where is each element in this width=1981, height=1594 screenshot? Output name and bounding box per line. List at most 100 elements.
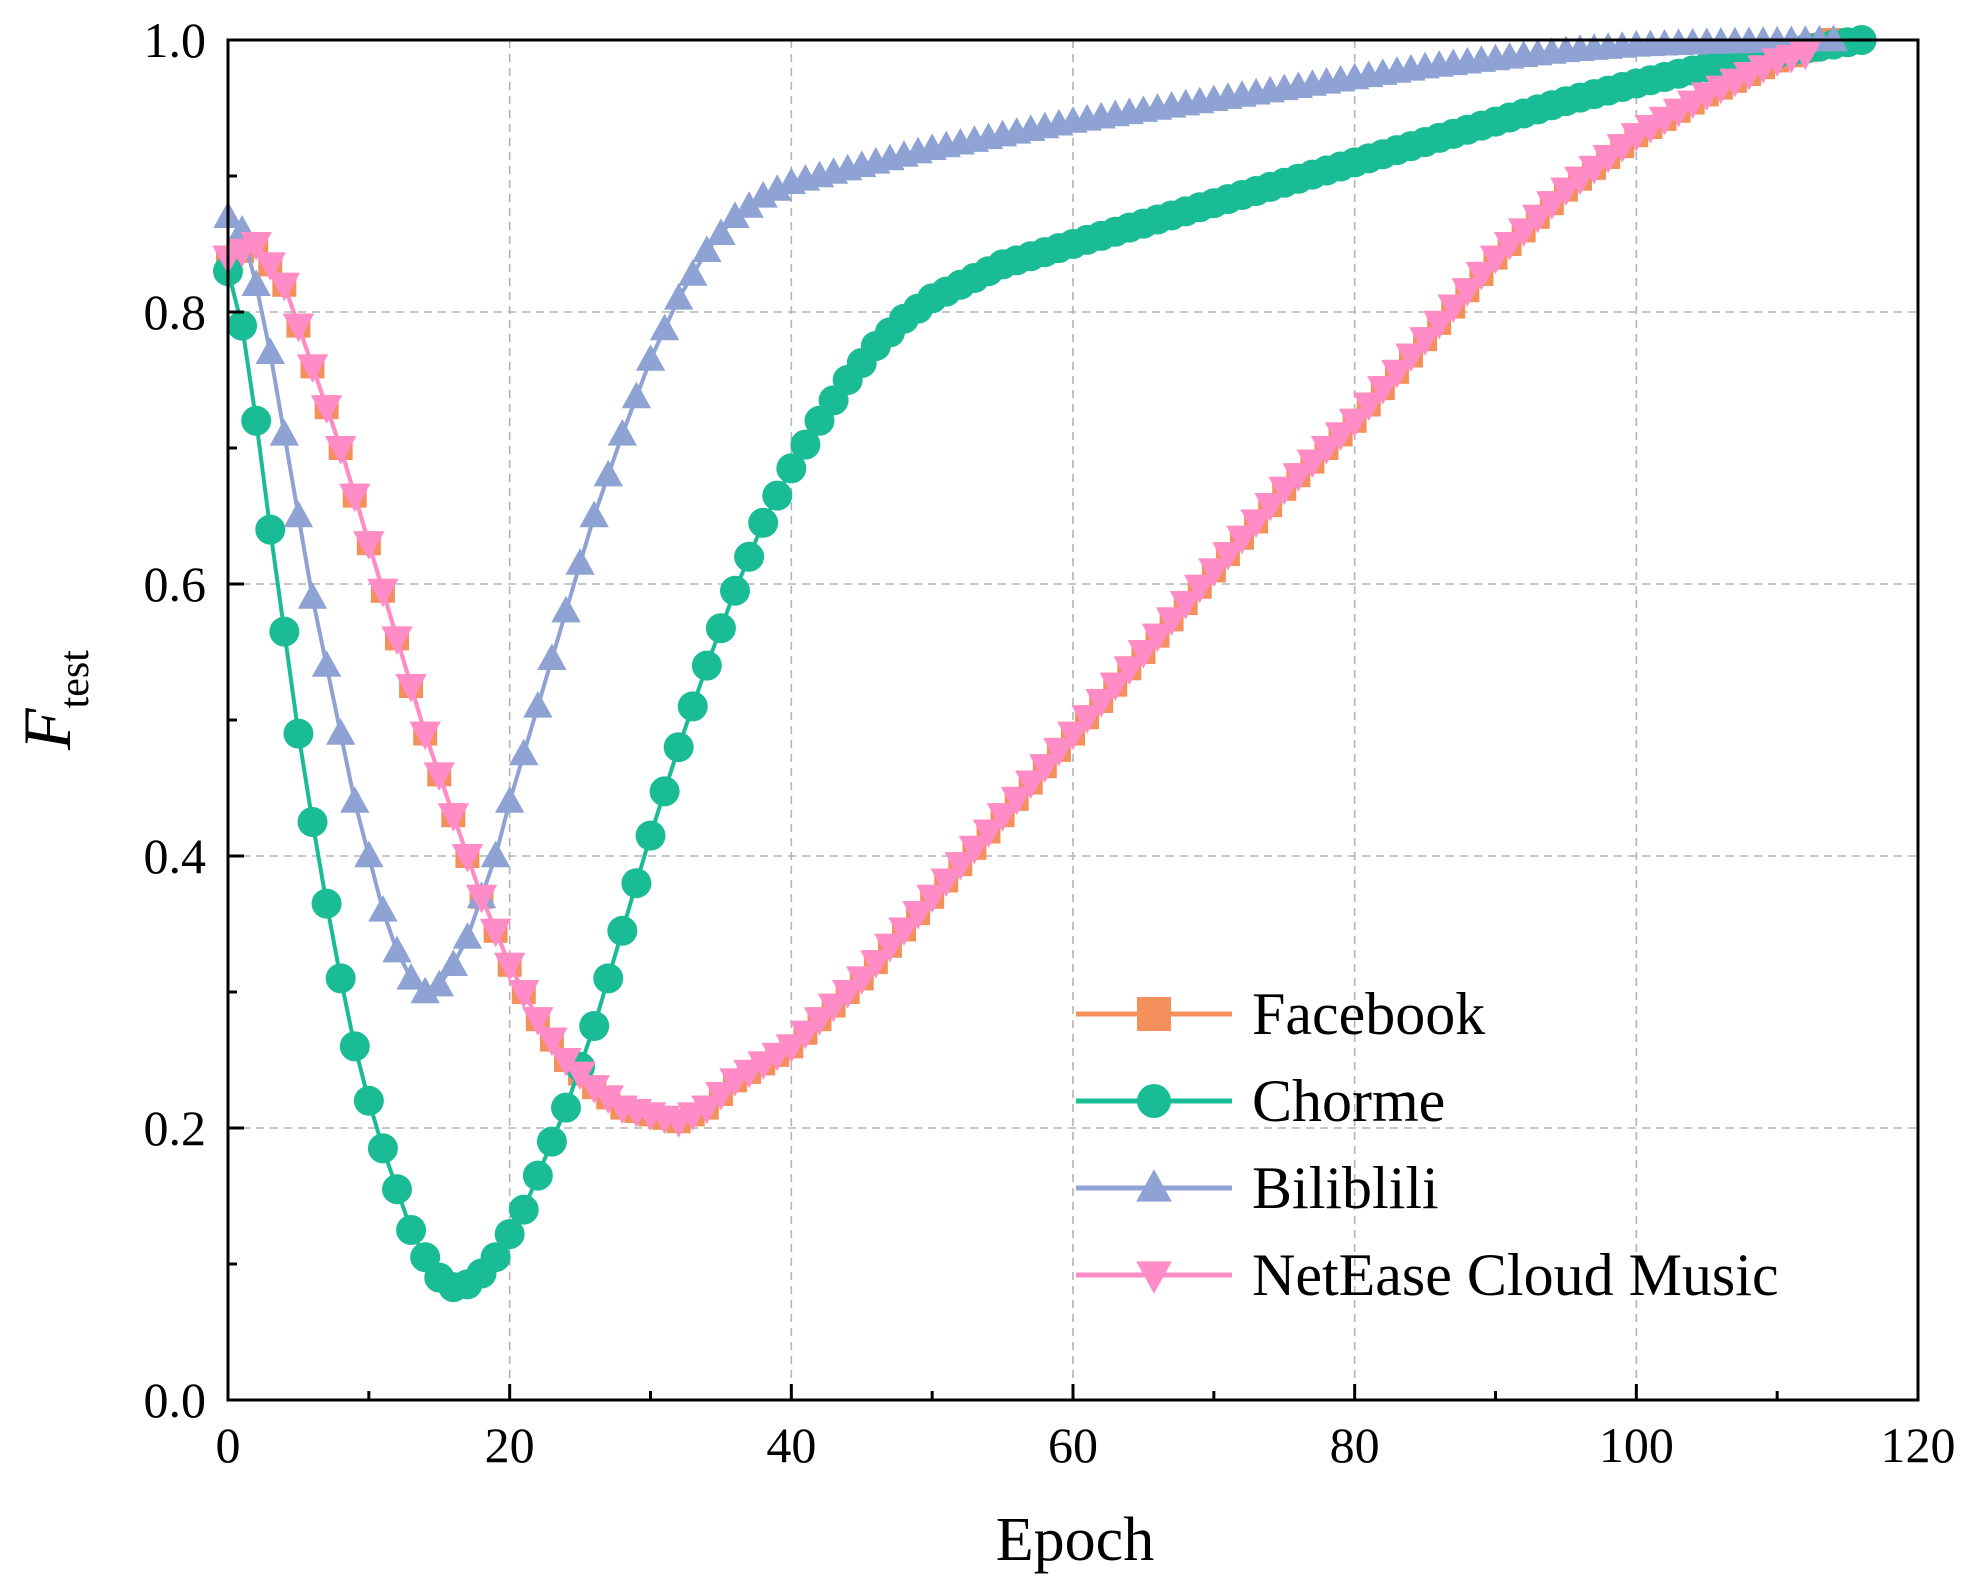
- data-point-netease-cloud-music: [1254, 493, 1286, 522]
- data-point-netease-cloud-music: [817, 993, 850, 1023]
- series-line-chorme: [226, 38, 1862, 1290]
- data-point-netease-cloud-music: [296, 354, 329, 383]
- data-point-chorme: [227, 310, 258, 341]
- data-point-biliblili: [635, 344, 666, 371]
- data-point-netease-cloud-music: [1029, 754, 1061, 783]
- data-point-biliblili: [283, 500, 314, 528]
- data-point-biliblili: [438, 949, 469, 976]
- legend-label: Facebook: [1252, 981, 1485, 1047]
- data-point-netease-cloud-music: [1479, 245, 1512, 275]
- data-point-netease-cloud-music: [1169, 591, 1202, 620]
- data-point-chorme: [762, 480, 793, 511]
- data-point-biliblili: [424, 969, 454, 997]
- data-point-biliblili: [241, 269, 271, 296]
- data-point-chorme: [621, 868, 652, 899]
- data-point-netease-cloud-music: [1282, 463, 1315, 492]
- data-point-netease-cloud-music: [1353, 392, 1385, 421]
- data-point-netease-cloud-music: [1015, 770, 1047, 800]
- data-point-netease-cloud-music: [324, 436, 357, 465]
- x-tick-label: 40: [766, 1417, 816, 1473]
- data-point-netease-cloud-music: [888, 917, 920, 946]
- data-point-netease-cloud-music: [367, 578, 399, 608]
- data-point-netease-cloud-music: [874, 933, 906, 963]
- data-point-chorme: [396, 1215, 427, 1245]
- data-point-netease-cloud-music: [1423, 310, 1455, 340]
- data-point-netease-cloud-music: [508, 980, 540, 1009]
- data-point-netease-cloud-music: [1127, 640, 1160, 669]
- data-point-netease-cloud-music: [1522, 204, 1554, 234]
- data-point-biliblili: [593, 459, 623, 487]
- data-point-biliblili: [382, 935, 412, 963]
- data-point-biliblili: [452, 922, 483, 949]
- data-point-netease-cloud-music: [254, 252, 286, 281]
- legend-swatch-marker: [1136, 1261, 1172, 1294]
- data-point-chorme: [734, 541, 765, 572]
- data-point-biliblili: [706, 218, 736, 245]
- data-point-netease-cloud-music: [789, 1020, 822, 1050]
- data-point-biliblili: [311, 650, 342, 677]
- series-line-facebook: [227, 38, 1835, 1124]
- y-axis-title-sub: test: [52, 650, 98, 709]
- legend-item-netease-cloud-music: NetEase Cloud Music: [1076, 1242, 1779, 1308]
- data-point-biliblili: [692, 235, 722, 262]
- data-point-netease-cloud-music: [691, 1095, 723, 1125]
- data-point-netease-cloud-music: [1184, 574, 1216, 604]
- x-tick-label: 120: [1881, 1417, 1956, 1473]
- data-point-netease-cloud-music: [1212, 542, 1244, 571]
- data-point-netease-cloud-music: [1606, 134, 1638, 163]
- data-point-biliblili: [607, 419, 638, 446]
- y-tick-label: 1.0: [144, 12, 207, 68]
- y-axis-title-main: F: [9, 707, 85, 751]
- data-point-netease-cloud-music: [846, 966, 878, 995]
- x-tick-label: 80: [1330, 1417, 1380, 1473]
- x-tick-label: 100: [1599, 1417, 1674, 1473]
- data-point-biliblili: [762, 174, 792, 201]
- legend-label: Biliblili: [1252, 1155, 1439, 1221]
- data-point-netease-cloud-music: [972, 819, 1005, 849]
- data-point-biliblili: [297, 582, 328, 609]
- data-point-netease-cloud-music: [381, 626, 413, 655]
- data-point-netease-cloud-music: [1324, 422, 1357, 451]
- data-point-chorme: [311, 888, 342, 919]
- data-point-netease-cloud-music: [958, 835, 991, 865]
- data-point-chorme: [325, 963, 356, 994]
- data-point-netease-cloud-music: [240, 232, 272, 261]
- data-point-chorme: [790, 429, 821, 460]
- data-point-chorme: [508, 1194, 539, 1225]
- data-point-netease-cloud-music: [353, 531, 385, 560]
- data-point-biliblili: [480, 840, 511, 868]
- y-tick-label: 0.4: [144, 828, 207, 884]
- data-point-chorme: [635, 820, 666, 851]
- data-point-biliblili: [649, 313, 680, 341]
- data-point-netease-cloud-music: [1367, 376, 1399, 405]
- data-point-netease-cloud-music: [1578, 155, 1610, 185]
- data-point-biliblili: [368, 895, 398, 922]
- data-point-netease-cloud-music: [1437, 294, 1469, 324]
- y-tick-label: 0.0: [144, 1372, 207, 1428]
- data-point-biliblili: [354, 840, 384, 868]
- y-tick-label: 0.8: [144, 284, 207, 340]
- data-point-chorme: [494, 1219, 525, 1250]
- data-point-chorme: [551, 1092, 581, 1123]
- data-point-netease-cloud-music: [803, 1007, 836, 1036]
- data-point-netease-cloud-music: [1789, 41, 1822, 71]
- data-point-netease-cloud-music: [860, 950, 892, 979]
- legend-item-chorme: Chorme: [1076, 1068, 1445, 1134]
- data-point-netease-cloud-music: [831, 980, 864, 1009]
- data-point-netease-cloud-music: [1240, 509, 1272, 538]
- x-tick-label: 20: [485, 1417, 535, 1473]
- data-point-chorme: [297, 807, 328, 837]
- series-chorme: [213, 25, 1877, 1303]
- data-point-chorme: [720, 575, 750, 606]
- data-point-netease-cloud-music: [1296, 449, 1329, 479]
- data-point-netease-cloud-music: [409, 721, 441, 751]
- data-point-netease-cloud-music: [1507, 218, 1540, 247]
- series-layer: [212, 24, 1877, 1303]
- data-point-netease-cloud-music: [1085, 688, 1117, 718]
- y-tick-label: 0.6: [144, 556, 207, 612]
- data-point-netease-cloud-music: [916, 884, 948, 914]
- legend-label: NetEase Cloud Music: [1252, 1242, 1779, 1308]
- data-point-chorme: [382, 1174, 412, 1205]
- data-point-chorme: [353, 1085, 384, 1116]
- data-point-netease-cloud-music: [705, 1082, 737, 1111]
